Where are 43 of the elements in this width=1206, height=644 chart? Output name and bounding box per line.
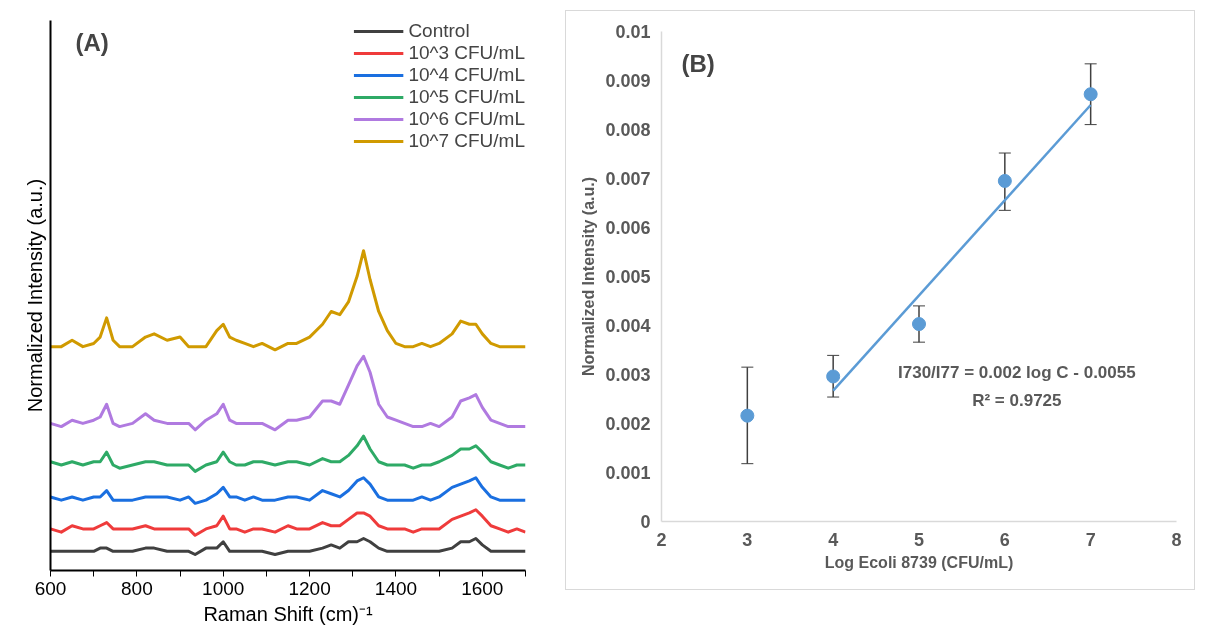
x-tick-label: 4 xyxy=(828,529,839,550)
text: (A) xyxy=(75,28,109,56)
y-tick-label: 0.004 xyxy=(605,316,651,336)
point xyxy=(997,173,1012,188)
y-axis-title: Normalized Intensity (a.u.) xyxy=(23,178,46,413)
annotation: I730/I77 = 0.002 log C - 0.0055 xyxy=(898,362,1136,382)
point xyxy=(826,369,841,384)
y-tick-label: 0.009 xyxy=(605,71,651,91)
x-tick-label: 6 xyxy=(999,529,1010,550)
x-tick-label: 1600 xyxy=(461,577,504,599)
x-tick-label: 1400 xyxy=(374,577,418,599)
x-tick-label: 1200 xyxy=(288,577,331,599)
y-tick-label: 0.001 xyxy=(605,463,651,483)
y-tick-label: 0 xyxy=(640,512,651,532)
y-tick-label: 0.01 xyxy=(615,22,651,42)
x-tick-label: 3 xyxy=(742,529,753,550)
y-tick-label: 0.007 xyxy=(605,169,651,189)
x-tick-label: 7 xyxy=(1085,529,1096,550)
point xyxy=(740,408,755,423)
x-tick-label: 8 xyxy=(1171,529,1182,550)
annotation: (B) xyxy=(681,49,715,77)
legend-label: 10^5 CFU/mL xyxy=(408,86,525,108)
point xyxy=(912,317,926,332)
annotation: R² = 0.9725 xyxy=(972,390,1062,410)
legend-label: Control xyxy=(408,20,470,42)
x-tick-label: 5 xyxy=(913,529,925,550)
y-axis-title: Normalized Intensity (a.u.) xyxy=(580,176,598,377)
y-tick-label: 0.008 xyxy=(605,120,651,140)
y-tick-label: 0.003 xyxy=(605,365,651,385)
y-tick-label: 0.005 xyxy=(605,267,651,287)
x-tick-label: 2 xyxy=(656,529,667,550)
y-tick-label: 0.006 xyxy=(605,218,651,238)
legend-label: 10^6 CFU/mL xyxy=(408,108,525,130)
legend-label: 10^3 CFU/mL xyxy=(408,42,525,64)
legend-label: 10^4 CFU/mL xyxy=(408,64,525,86)
legend-label: 10^7 CFU/mL xyxy=(408,130,525,152)
x-axis-title: Raman Shift (cm)⁻¹ xyxy=(203,602,373,625)
point xyxy=(1083,87,1098,102)
x-tick-label: 600 xyxy=(34,577,67,599)
x-axis-title: Log Ecoli 8739 (CFU/mL) xyxy=(824,553,1014,571)
x-tick-label: 1000 xyxy=(202,577,245,599)
y-tick-label: 0.002 xyxy=(605,414,651,434)
x-tick-label: 800 xyxy=(121,577,153,599)
